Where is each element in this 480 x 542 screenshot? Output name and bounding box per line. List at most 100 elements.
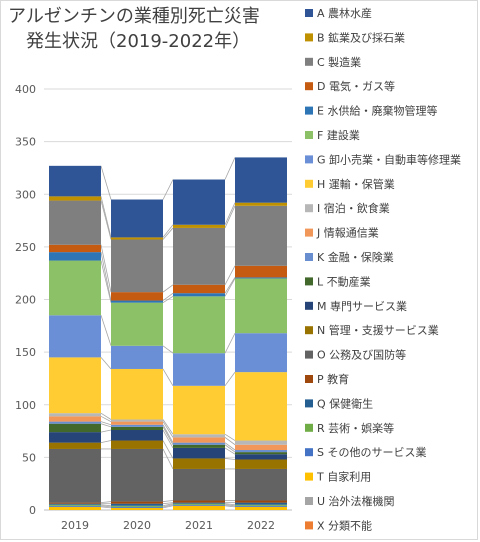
bar-segment: [111, 419, 163, 422]
series-line: [162, 227, 174, 240]
y-tick-label: 200: [15, 294, 36, 307]
legend-item[interactable]: U 治外法権機関: [305, 494, 395, 508]
legend-swatch: [305, 155, 313, 164]
bar-segment: [49, 260, 101, 316]
bar-segment: [173, 385, 225, 435]
series-line: [162, 429, 174, 449]
bar-segment: [235, 205, 287, 266]
bar-segment: [173, 444, 225, 448]
series-line: [100, 423, 112, 428]
legend-item[interactable]: B 鉱業及び採石業: [305, 30, 405, 44]
bar-segment: [235, 502, 287, 505]
series-line: [162, 419, 174, 435]
bar-segment: [49, 432, 101, 443]
legend-label: D 電気・ガス等: [317, 79, 395, 93]
series-line: [162, 284, 174, 293]
legend-swatch: [305, 9, 313, 17]
legend-item[interactable]: D 電気・ガス等: [305, 79, 395, 93]
bar-segment: [235, 450, 287, 453]
series-line: [162, 440, 174, 459]
chart-title: アルゼンチンの業種別死亡災害 発生状況（2019-2022年）: [8, 4, 308, 54]
legend-swatch: [305, 179, 313, 188]
legend-item[interactable]: G 卸小売業・自動車等修理業: [305, 152, 461, 166]
series-line: [100, 421, 112, 426]
series-line: [100, 252, 112, 301]
bar-segment: [235, 444, 287, 451]
legend-swatch: [305, 497, 313, 505]
legend-item[interactable]: S その他のサービス業: [305, 446, 426, 459]
legend-item[interactable]: E 水供給・廃棄物管理等: [305, 104, 437, 118]
bar-segment: [235, 372, 287, 441]
legend-swatch: [305, 326, 313, 335]
bar-segment: [111, 239, 163, 293]
legend-item[interactable]: Q 保健衛生: [305, 396, 373, 410]
legend-item[interactable]: N 管理・支援サービス業: [305, 323, 439, 337]
legend-item[interactable]: K 金融・保険業: [305, 250, 394, 264]
bar-segment: [173, 447, 225, 459]
y-tick-label: 250: [15, 241, 36, 254]
legend-item[interactable]: O 公務及び国防等: [305, 348, 406, 362]
legend-item[interactable]: J 情報通信業: [305, 227, 379, 240]
bar-segment: [235, 278, 287, 334]
series-line: [224, 277, 236, 294]
y-tick-label: 400: [15, 83, 36, 96]
chart-title-line2: 発生状況（2019-2022年）: [26, 31, 251, 52]
bar-segment: [235, 440, 287, 445]
bar-segment: [235, 277, 287, 279]
legend-item[interactable]: R 芸術・娯楽等: [305, 421, 394, 435]
legend-item[interactable]: M 専門サービス業: [305, 300, 407, 313]
bar-segment: [49, 442, 101, 449]
series-line: [162, 504, 174, 508]
legend-swatch: [305, 301, 313, 310]
legend-swatch: [305, 448, 313, 457]
legend-swatch: [305, 521, 313, 530]
legend-label: E 水供給・廃棄物管理等: [317, 104, 437, 118]
series-line: [224, 437, 236, 446]
bar-segment: [111, 368, 163, 420]
bar-segment: [235, 157, 287, 203]
legend[interactable]: A 農林水産 B 鉱業及び採石業 C 製造業 D 電気・ガス等 E 水供給・廃棄物管理等…: [305, 6, 461, 532]
bar-segment: [49, 252, 101, 261]
series-line: [224, 371, 236, 387]
series-line: [100, 357, 112, 370]
series-line: [224, 458, 236, 460]
y-tick-label: 350: [15, 136, 36, 149]
y-axis: 0 50 100 150 200 250 300 350 400: [15, 83, 36, 517]
legend-item[interactable]: A 農林水産: [305, 6, 372, 20]
series-line: [162, 448, 174, 470]
legend-item[interactable]: H 運輸・保管業: [305, 177, 395, 191]
bar-segment: [111, 503, 163, 506]
bar-segment: [235, 504, 287, 506]
legend-label: I 宿泊・飲食業: [317, 201, 390, 215]
y-tick-label: 50: [22, 451, 36, 464]
bar-segment: [49, 244, 101, 253]
series-line: [162, 505, 174, 509]
legend-label: P 教育: [317, 372, 349, 386]
bar-segment: [49, 315, 101, 358]
bar-segment: [111, 448, 163, 502]
legend-swatch: [305, 228, 313, 237]
bar-segment: [49, 200, 101, 245]
bar-segment: [111, 440, 163, 449]
series-line: [224, 205, 236, 229]
legend-item[interactable]: I 宿泊・飲食業: [305, 201, 390, 215]
series-line: [100, 196, 112, 238]
series-line: [162, 424, 174, 443]
legend-item[interactable]: F 建設業: [305, 128, 360, 142]
legend-item[interactable]: X 分類不能: [305, 518, 372, 532]
bar-segment: [111, 430, 163, 441]
legend-item[interactable]: P 教育: [305, 372, 349, 386]
legend-label: C 製造業: [317, 55, 361, 69]
legend-item[interactable]: T 自家利用: [305, 470, 371, 484]
legend-item[interactable]: L 不動産業: [305, 274, 371, 288]
bar-segment: [173, 500, 225, 503]
legend-label: S その他のサービス業: [317, 446, 426, 459]
series-line: [224, 444, 236, 453]
legend-label: N 管理・支援サービス業: [317, 323, 439, 337]
series-line: [100, 440, 112, 444]
legend-swatch: [305, 33, 313, 42]
bar-segment: [49, 505, 101, 507]
legend-label: R 芸術・娯楽等: [317, 421, 394, 435]
legend-item[interactable]: C 製造業: [305, 55, 361, 69]
series-line: [100, 505, 112, 508]
